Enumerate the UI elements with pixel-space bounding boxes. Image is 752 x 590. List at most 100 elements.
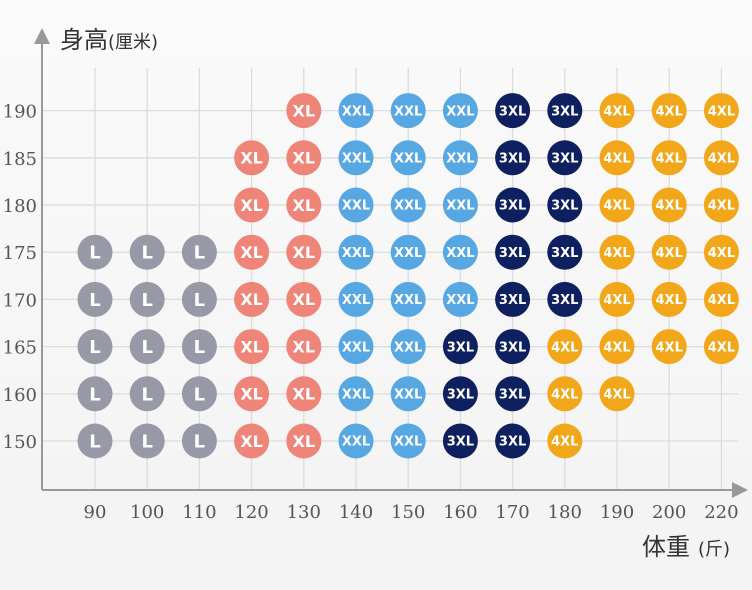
size-badge: 3XL: [547, 281, 583, 317]
x-tick-label: 160: [443, 502, 477, 523]
size-badge-label: L: [141, 243, 152, 264]
size-badge: 3XL: [495, 93, 531, 129]
x-tick-label: 140: [339, 502, 373, 523]
size-badge-circle: [547, 234, 583, 270]
size-badge: L: [181, 376, 217, 412]
x-tick-label: 220: [704, 502, 738, 523]
size-badge: XXL: [442, 281, 478, 317]
size-badge-label: L: [141, 337, 152, 358]
size-badge-label: L: [194, 290, 205, 311]
size-badge-circle: [338, 423, 374, 459]
size-badge-circle: [338, 329, 374, 365]
size-badge-label: XXL: [342, 387, 370, 402]
size-badge-circle: [338, 93, 374, 129]
size-badge-label: XXL: [394, 293, 422, 308]
size-badge-circle: [390, 281, 426, 317]
size-badge: 4XL: [599, 93, 635, 129]
size-badge-label: 4XL: [708, 151, 735, 166]
size-badge-circle: [651, 234, 687, 270]
grid: [42, 68, 738, 490]
size-badge: XL: [234, 329, 270, 365]
data-points: L L L L L L L L L L L L L L L XL XL XL XL XL XL XL XL XL XL XL XL X…: [77, 93, 739, 459]
size-badge-label: 4XL: [656, 104, 683, 119]
size-badge-circle: [286, 329, 322, 365]
size-badge-circle: [599, 187, 635, 223]
size-badge-label: 3XL: [499, 151, 526, 166]
size-badge-label: XXL: [446, 293, 474, 308]
size-badge-circle: [495, 329, 531, 365]
y-axis-title: 身高(厘米): [60, 26, 158, 54]
size-badge-circle: [495, 93, 531, 129]
x-tick-label: 90: [84, 502, 107, 523]
size-badge-circle: [129, 376, 165, 412]
size-badge-label: XXL: [342, 104, 370, 119]
size-badge: 4XL: [547, 376, 583, 412]
size-badge-circle: [234, 423, 270, 459]
size-badge: L: [181, 329, 217, 365]
x-tick-label: 190: [600, 502, 634, 523]
size-badge-label: XXL: [342, 293, 370, 308]
size-badge-circle: [442, 376, 478, 412]
size-badge: 4XL: [703, 140, 739, 176]
size-badge-label: XXL: [394, 104, 422, 119]
size-badge-label: L: [89, 243, 100, 264]
size-badge: XL: [286, 329, 322, 365]
size-badge-circle: [77, 281, 113, 317]
size-badge-label: XL: [240, 196, 263, 215]
size-badge: 4XL: [651, 140, 687, 176]
size-badge-circle: [390, 93, 426, 129]
size-badge-label: XXL: [446, 151, 474, 166]
y-axis-title-main: 身高: [60, 26, 108, 54]
size-badge: XL: [286, 140, 322, 176]
size-badge-label: XXL: [394, 387, 422, 402]
size-badge-circle: [651, 140, 687, 176]
size-badge-circle: [338, 140, 374, 176]
size-badge: XXL: [390, 93, 426, 129]
size-badge-circle: [599, 281, 635, 317]
size-badge-circle: [495, 140, 531, 176]
size-badge-label: L: [141, 384, 152, 405]
size-badge-label: 4XL: [603, 199, 630, 214]
size-badge: L: [181, 281, 217, 317]
size-badge: XXL: [442, 93, 478, 129]
size-badge: XXL: [338, 93, 374, 129]
size-badge: 4XL: [651, 187, 687, 223]
size-badge: 3XL: [547, 93, 583, 129]
x-tick-label: 200: [652, 502, 686, 523]
size-badge-circle: [234, 329, 270, 365]
size-badge: 3XL: [547, 140, 583, 176]
size-badge: XL: [286, 281, 322, 317]
size-badge-label: 3XL: [499, 199, 526, 214]
size-badge: XL: [234, 281, 270, 317]
size-badge-circle: [495, 234, 531, 270]
y-tick-label: 190: [3, 102, 37, 123]
size-badge-circle: [442, 187, 478, 223]
size-badge-circle: [442, 93, 478, 129]
size-badge: L: [129, 234, 165, 270]
size-badge: XL: [234, 376, 270, 412]
size-badge-circle: [390, 234, 426, 270]
size-badge-label: XXL: [446, 246, 474, 261]
x-tick-label: 130: [287, 502, 321, 523]
size-badge-circle: [599, 329, 635, 365]
size-badge-circle: [338, 187, 374, 223]
size-badge-label: 3XL: [551, 104, 578, 119]
size-badge-circle: [703, 140, 739, 176]
size-badge-label: XXL: [342, 199, 370, 214]
size-badge-label: XL: [240, 290, 263, 309]
size-badge-label: L: [89, 431, 100, 452]
x-tick-label: 150: [391, 502, 425, 523]
size-badge-label: XL: [293, 243, 316, 262]
size-badge-circle: [286, 234, 322, 270]
size-badge-circle: [77, 234, 113, 270]
size-badge: 3XL: [442, 423, 478, 459]
size-badge-label: XXL: [342, 435, 370, 450]
size-badge-circle: [234, 376, 270, 412]
size-badge-label: 4XL: [603, 151, 630, 166]
size-badge-circle: [338, 376, 374, 412]
size-badge-circle: [338, 281, 374, 317]
size-badge-label: XL: [240, 149, 263, 168]
size-badge: XXL: [442, 234, 478, 270]
size-badge-label: L: [141, 431, 152, 452]
